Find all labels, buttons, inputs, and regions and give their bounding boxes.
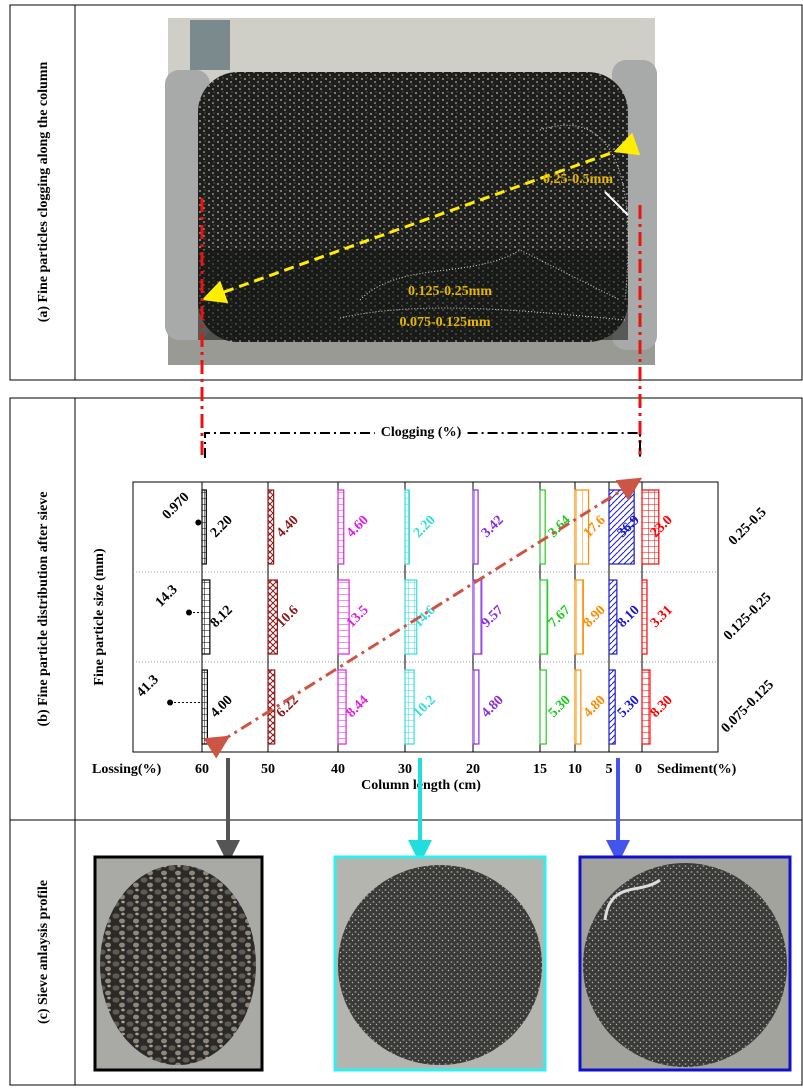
photo-annotation: 0.125-0.25mm bbox=[408, 284, 492, 299]
bar-value-label: 8.12 bbox=[208, 603, 236, 631]
bar-value-label: 5.30 bbox=[546, 693, 574, 721]
bar bbox=[202, 490, 206, 564]
bar-value-label: 3.64 bbox=[546, 513, 574, 541]
bar-value-label: 7.67 bbox=[546, 603, 574, 631]
bar bbox=[268, 670, 275, 744]
photo-annotation: 0.075-0.125mm bbox=[400, 315, 491, 330]
x-tick-label: 30 bbox=[398, 762, 412, 777]
row-label: 0.25-0.5 bbox=[726, 505, 770, 549]
row-label: 0.125-0.25 bbox=[721, 590, 775, 644]
bar bbox=[609, 670, 615, 744]
column-photo bbox=[165, 18, 657, 365]
bar-value-label: 8.90 bbox=[581, 603, 609, 631]
bar bbox=[268, 490, 274, 564]
x-tick-label: 20 bbox=[466, 762, 480, 777]
chart-title: Clogging (%) bbox=[381, 425, 462, 440]
bar bbox=[473, 670, 479, 744]
loss-dot bbox=[195, 520, 201, 526]
bar-value-label: 10.2 bbox=[411, 693, 439, 721]
bar bbox=[202, 670, 207, 744]
bar bbox=[540, 580, 548, 654]
x-tick-label: 0 bbox=[635, 762, 642, 777]
x-tick-label: 15 bbox=[533, 762, 547, 777]
bar-value-label: 4.60 bbox=[344, 513, 372, 541]
bar-value-label: 8.30 bbox=[648, 693, 676, 721]
photo-annotation: 0.25-0.5mm bbox=[543, 172, 613, 187]
bar bbox=[202, 580, 210, 654]
legend-label: Sediment(%) bbox=[657, 762, 737, 777]
bar bbox=[575, 580, 583, 654]
x-tick-label: 10 bbox=[568, 762, 582, 777]
bar bbox=[540, 670, 546, 744]
x-tick-label: 60 bbox=[195, 762, 209, 777]
bar-value-label: 5.30 bbox=[615, 693, 643, 721]
bar bbox=[575, 670, 581, 744]
bar bbox=[540, 490, 545, 564]
bar bbox=[473, 490, 478, 564]
loss-value-label: 0.970 bbox=[160, 490, 193, 523]
bar-value-label: 2.20 bbox=[208, 513, 236, 541]
bar-value-label: 4.80 bbox=[581, 693, 609, 721]
bar-value-label: 8.44 bbox=[344, 693, 372, 721]
bar bbox=[338, 670, 346, 744]
panel-label: (c) Sieve anlaysis profile bbox=[36, 880, 51, 1024]
bar bbox=[642, 670, 650, 744]
bar bbox=[338, 490, 344, 564]
bar-value-label: 8.10 bbox=[615, 603, 643, 631]
bar bbox=[642, 580, 647, 654]
bar-value-label: 4.80 bbox=[479, 693, 507, 721]
bar bbox=[473, 580, 482, 654]
panel-label: (b) Fine particle distribution after sie… bbox=[36, 492, 51, 727]
y-axis-label: Fine particle size (mm) bbox=[92, 548, 107, 686]
bar-value-label: 3.31 bbox=[648, 603, 676, 631]
row-label: 0.075-0.125 bbox=[719, 678, 777, 736]
x-tick-label: 50 bbox=[261, 762, 275, 777]
bar-value-label: 2.20 bbox=[411, 513, 439, 541]
bar bbox=[609, 580, 617, 654]
bar-value-label: 4.00 bbox=[208, 693, 236, 721]
bar bbox=[405, 490, 409, 564]
panel-label: (a) Fine particles clogging along the co… bbox=[36, 62, 51, 323]
bar-value-label: 4.40 bbox=[274, 513, 302, 541]
sieve-photos bbox=[95, 758, 790, 1070]
loss-value-label: 41.3 bbox=[134, 672, 162, 700]
loss-value-label: 14.3 bbox=[153, 582, 181, 610]
loss-dot bbox=[186, 610, 192, 616]
loss-dot bbox=[167, 700, 173, 706]
bar-value-label: 3.42 bbox=[479, 513, 507, 541]
x-tick-label: 5 bbox=[606, 762, 613, 777]
bar-value-label: 10.6 bbox=[274, 603, 302, 631]
bar-value-label: 9.57 bbox=[479, 603, 507, 631]
x-tick-label: 40 bbox=[331, 762, 345, 777]
legend-label: Lossing(%) bbox=[92, 762, 162, 777]
figure: (a) Fine particles clogging along the co… bbox=[0, 0, 803, 1090]
